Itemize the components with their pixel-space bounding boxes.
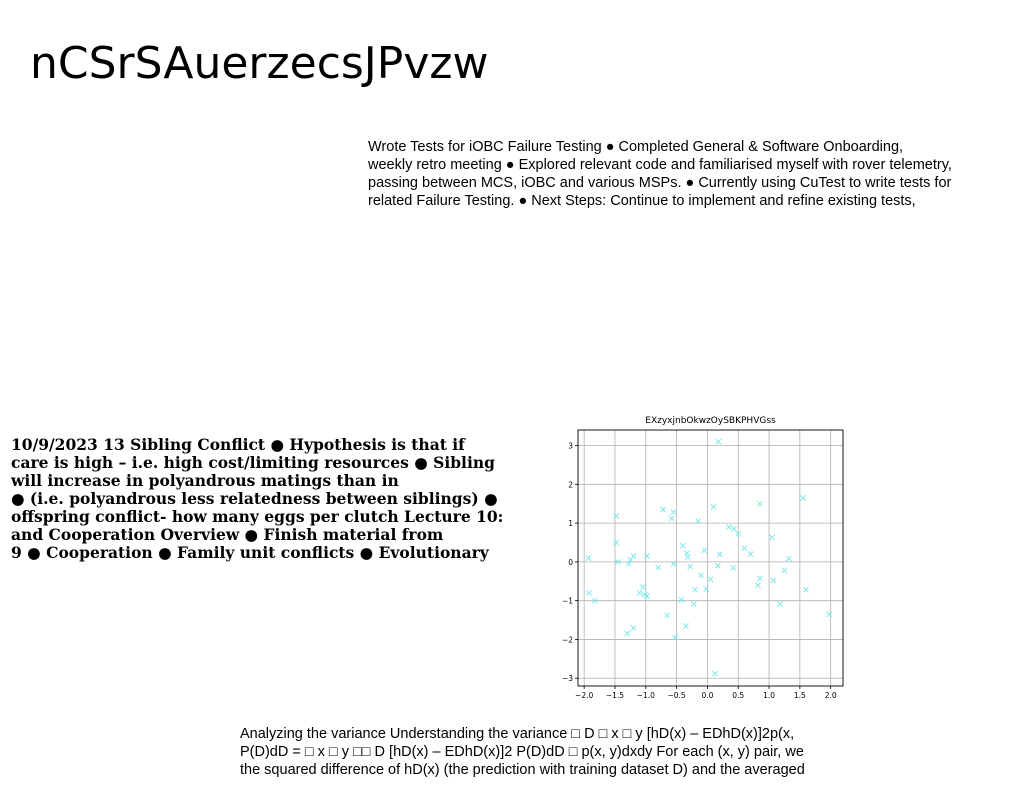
text-line: Analyzing the variance Understanding the… xyxy=(240,726,795,742)
scatter-point xyxy=(639,584,646,591)
scatter-point xyxy=(754,582,761,589)
y-tick-label: −2 xyxy=(562,635,573,644)
scatter-point xyxy=(613,513,620,520)
x-tick-label: −1.5 xyxy=(606,691,624,700)
scatter-point xyxy=(585,555,592,561)
scatter-point xyxy=(803,586,809,593)
scatter-point xyxy=(735,530,742,537)
scatter-point xyxy=(627,556,634,563)
text-block-onboarding: Wrote Tests for iOBC Failure Testing ● C… xyxy=(368,138,1022,210)
scatter-point xyxy=(741,545,748,552)
scatter-point xyxy=(625,560,632,567)
text-block-variance: Analyzing the variance Understanding the… xyxy=(240,725,880,779)
scatter-point xyxy=(682,622,689,629)
scatter-point xyxy=(716,551,723,558)
x-tick-label: −2.0 xyxy=(575,691,593,700)
scatter-point xyxy=(670,560,677,567)
text-line: 10/9/2023 13 Sibling Conflict ● Hypothes… xyxy=(11,435,465,454)
scatter-point xyxy=(668,515,675,522)
scatter-point xyxy=(690,600,697,607)
text-line: offspring conflict- how many eggs per cl… xyxy=(11,507,504,526)
scatter-point xyxy=(615,558,622,565)
scatter-point xyxy=(687,563,694,570)
page-title: nCSrSAuerzecsJPvzw xyxy=(30,38,489,89)
text-line: and Cooperation Overview ● Finish materi… xyxy=(11,525,444,544)
y-tick-label: 1 xyxy=(568,519,573,528)
text-line: will increase in polyandrous matings tha… xyxy=(11,471,399,490)
text-line: weekly retro meeting ● Explored relevant… xyxy=(368,157,952,173)
x-tick-label: −0.5 xyxy=(667,691,685,700)
y-tick-label: −3 xyxy=(562,674,573,683)
scatter-point xyxy=(781,567,788,574)
scatter-point xyxy=(695,518,702,525)
y-tick-label: 2 xyxy=(568,480,573,489)
scatter-point xyxy=(770,577,777,584)
x-tick-label: −1.0 xyxy=(637,691,655,700)
scatter-point xyxy=(636,589,643,596)
scatter-point xyxy=(769,534,776,541)
text-line: 9 ● Cooperation ● Family unit conflicts … xyxy=(11,543,489,562)
scatter-point xyxy=(670,509,677,516)
text-line: ● (i.e. polyandrous less relatedness bet… xyxy=(11,489,498,508)
scatter-point xyxy=(692,586,699,593)
scatter-point xyxy=(826,611,833,618)
scatter-point xyxy=(698,572,705,579)
x-tick-label: 0.0 xyxy=(701,691,713,700)
scatter-point xyxy=(756,575,763,582)
scatter-point xyxy=(747,551,754,558)
text-line: related Failure Testing. ● Next Steps: C… xyxy=(368,193,916,209)
scatter-point xyxy=(701,547,708,554)
scatter-point xyxy=(684,554,691,561)
text-block-sibling-conflict: 10/9/2023 13 Sibling Conflict ● Hypothes… xyxy=(11,436,531,562)
scatter-point xyxy=(630,553,637,560)
x-tick-label: 2.0 xyxy=(825,691,837,700)
text-line: Wrote Tests for iOBC Failure Testing ● C… xyxy=(368,139,904,155)
y-tick-label: 0 xyxy=(568,558,573,567)
scatter-point xyxy=(660,506,667,513)
scatter-chart-svg: EXzyxjnbOkwzOySBKPHVGss −2.0 −1.5 −1.0 −0.5 0… xyxy=(562,416,844,700)
scatter-point xyxy=(756,500,763,507)
x-tick-label: 0.5 xyxy=(732,691,744,700)
plot-frame xyxy=(577,429,844,687)
scatter-point xyxy=(785,555,792,562)
scatter-point xyxy=(714,562,721,569)
scatter-point xyxy=(710,503,717,510)
scatter-chart: EXzyxjnbOkwzOySBKPHVGss −2.0 −1.5 −1.0 −0.5 0… xyxy=(556,408,856,708)
scatter-point xyxy=(644,593,650,599)
scatter-point xyxy=(644,553,650,560)
scatter-point xyxy=(672,634,679,641)
scatter-point xyxy=(777,600,784,607)
x-tick-label: 1.5 xyxy=(794,691,806,700)
scatter-point xyxy=(586,589,593,596)
scatter-point xyxy=(730,525,737,532)
chart-title: EXzyxjnbOkwzOySBKPHVGss xyxy=(645,416,776,426)
scatter-point xyxy=(711,670,718,677)
scatter-point xyxy=(799,494,806,501)
scatter-point xyxy=(703,586,710,592)
scatter-point xyxy=(630,624,637,631)
y-tick-label: −1 xyxy=(562,597,573,606)
text-line: the squared difference of hD(x) (the pre… xyxy=(240,762,805,778)
scatter-point xyxy=(730,564,737,571)
scatter-point xyxy=(613,539,620,546)
scatter-point xyxy=(591,597,598,604)
scatter-point xyxy=(726,524,732,530)
scatter-point xyxy=(679,542,686,549)
text-line: passing between MCS, iOBC and various MS… xyxy=(368,175,952,191)
scatter-point xyxy=(715,438,722,445)
y-tick-label: 3 xyxy=(568,442,573,451)
scatter-point xyxy=(707,576,714,583)
scatter-point xyxy=(664,612,671,619)
scatter-point xyxy=(655,564,662,571)
scatter-point xyxy=(678,596,685,603)
text-line: P(D)dD = □ x □ y □□ D [hD(x) – EDhD(x)]2… xyxy=(240,744,804,760)
x-tick-label: 1.0 xyxy=(763,691,775,700)
scatter-point xyxy=(624,630,631,637)
text-line: care is high – i.e. high cost/limiting r… xyxy=(11,453,495,472)
